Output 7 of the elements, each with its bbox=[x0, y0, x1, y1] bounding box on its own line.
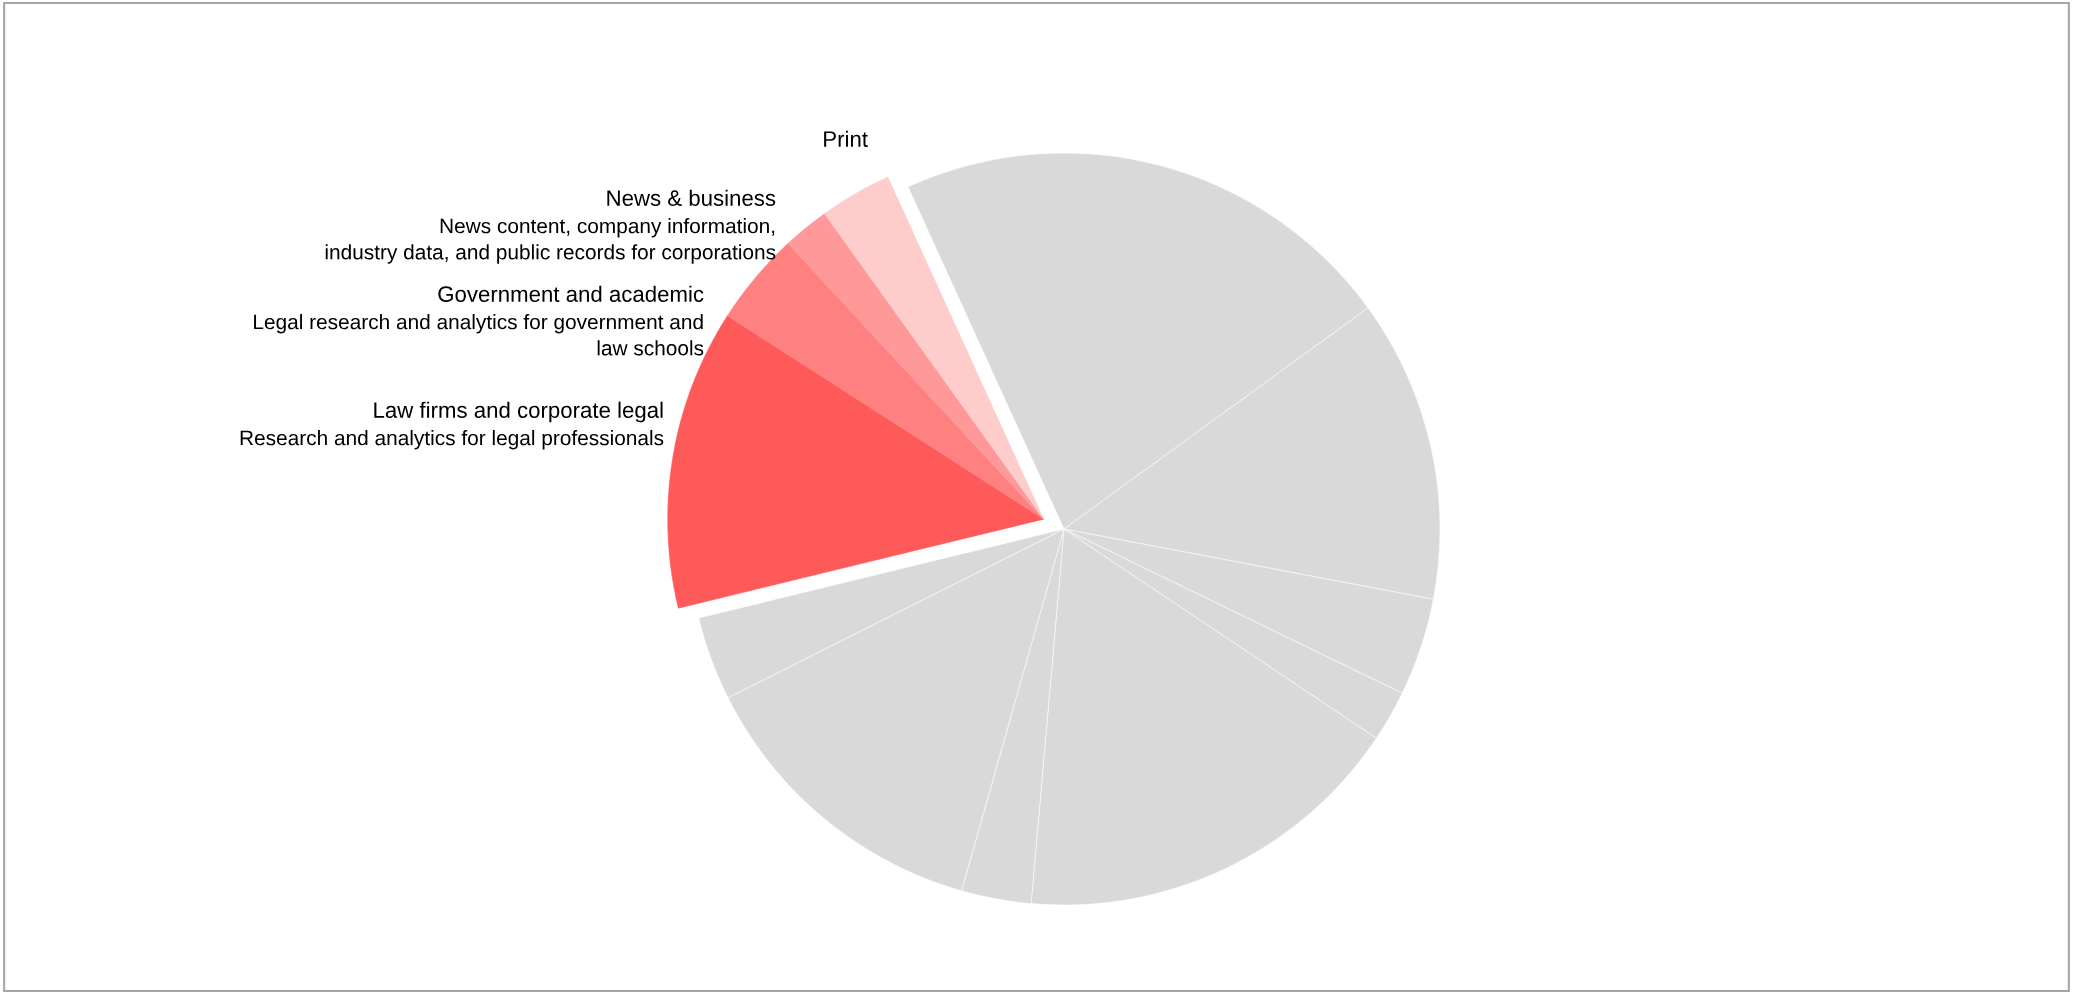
slice-label: Government and academic bbox=[438, 285, 704, 302]
slice-label: Print bbox=[824, 130, 868, 147]
slice-label: Law firms and corporate legal bbox=[374, 401, 663, 423]
text: Research and analytics for legal professionals bbox=[240, 430, 664, 450]
text: News content, company information, industry data, and public records for corporations bbox=[325, 218, 776, 264]
slice-label: News & business bbox=[607, 189, 776, 206]
text: Legal research and analytics for government and law schools bbox=[254, 314, 704, 356]
